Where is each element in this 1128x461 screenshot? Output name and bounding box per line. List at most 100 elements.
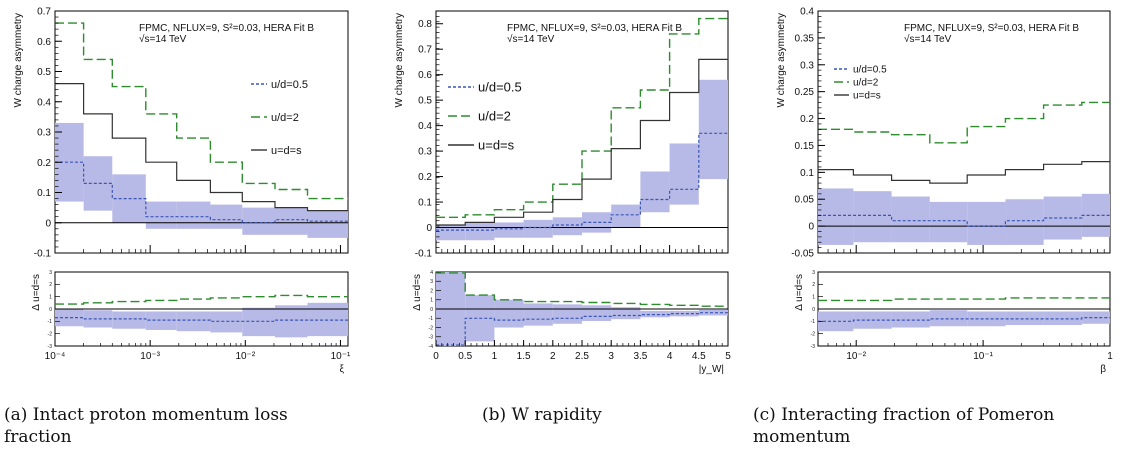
uncertainty-band-bin [929, 201, 968, 243]
y-tick-label: 0 [426, 223, 432, 234]
uncertainty-band-bin [967, 201, 1006, 245]
uncertainty-band-bin [611, 204, 641, 228]
y-tick-label: 0.2 [800, 114, 814, 125]
ratio-y-tick-label: 4 [430, 270, 433, 276]
chart-panel-c: -0.05 0 0.05 0.1 0.15 0.2 0.25 0.3 0.35 0.4 -3 -2 -1… [776, 7, 1113, 376]
ratio-y-tick-label: 1 [812, 294, 815, 300]
uncertainty-band-bin [818, 188, 854, 245]
y-tick-label: 0 [808, 222, 814, 233]
series-line-u/d=2 [55, 22, 348, 200]
ratio-y-axis-title: Δ u=d=s [412, 274, 423, 311]
annotation-line-2: √s=14 TeV [904, 33, 952, 45]
ratio-uncertainty-band-bin [582, 305, 612, 322]
ratio-uncertainty-band-bin [1043, 311, 1082, 326]
y-tick-label: 0.4 [418, 121, 432, 132]
ratio-uncertainty-band-bin [891, 311, 930, 328]
x-tick-label: 3 [608, 351, 614, 362]
y-tick-label: 0.8 [418, 19, 432, 30]
legend-label: u=d=s [271, 145, 302, 157]
ratio-uncertainty-band-bin [640, 310, 670, 318]
uncertainty-band-bin [83, 156, 113, 211]
y-tick-label: 0.35 [795, 33, 815, 44]
x-tick-label: 0.5 [458, 351, 472, 362]
uncertainty-band-bin [145, 201, 177, 229]
y-tick-label: -0.05 [791, 249, 814, 260]
ratio-y-tick-label: -3 [811, 344, 816, 350]
uncertainty-band-bin [640, 171, 670, 213]
x-tick-label: 2 [550, 351, 556, 362]
annotation-line-1: FPMC, NFLUX=9, S²=0.03, HERA Fit B [904, 23, 1079, 34]
ratio-y-axis-title: Δ u=d=s [31, 274, 42, 311]
legend-label: u/d=2 [478, 109, 511, 124]
uncertainty-band-bin [698, 79, 728, 180]
ratio-y-tick-label: -2 [811, 331, 816, 337]
uncertainty-band-bin [891, 196, 930, 243]
series-line-u=d=s [55, 83, 348, 212]
chart-panel-a: -0.1 0 0.1 0.2 0.3 0.4 0.5 0.6 0.7 -3 -2 -1 0 1 2 3 10⁻⁴… [13, 7, 351, 376]
ratio-line-u-d-2 [436, 272, 728, 307]
ratio-line-u-d-2 [818, 297, 1110, 302]
uncertainty-band-bin [274, 207, 308, 235]
ratio-line-u-d-0.5 [436, 312, 728, 346]
y-tick-label: 0.4 [800, 7, 814, 18]
y-tick-label: 0.2 [418, 172, 432, 183]
y-axis-title: W charge asymmetry [394, 13, 405, 107]
ratio-uncertainty-band-bin [55, 309, 84, 327]
annotation-line-1: FPMC, NFLUX=9, S²=0.03, HERA Fit B [139, 23, 314, 34]
y-tick-label: 0.6 [37, 37, 51, 48]
ratio-y-tick-label: 3 [49, 270, 52, 276]
legend-label: u=d=s [478, 138, 515, 153]
ratio-uncertainty-band-bin [145, 311, 177, 330]
ratio-y-tick-label: -1 [48, 319, 53, 325]
ratio-y-tick-label: 0 [49, 307, 52, 313]
y-tick-label: 0.3 [418, 147, 432, 158]
ratio-uncertainty-band-bin [1005, 311, 1044, 326]
x-axis-title: |y_W| [699, 364, 724, 375]
uncertainty-band-bin [582, 212, 612, 233]
y-tick-label: 0.1 [418, 198, 432, 209]
chart-panel-b: -0.1 0 0.1 0.2 0.3 0.4 0.5 0.6 0.7 0.8 -4 -3 -2 -1 0 1 2… [394, 10, 731, 375]
x-axis-title: β [1100, 364, 1106, 375]
ratio-line-u-d-0.5 [55, 317, 348, 322]
ratio-y-tick-label: 0 [430, 307, 433, 313]
uncertainty-band-bin [1005, 199, 1044, 245]
legend-label: u/d=2 [853, 78, 879, 89]
y-tick-label: -0.1 [415, 249, 433, 260]
ratio-uncertainty-band-bin [494, 299, 524, 328]
ratio-y-tick-label: 2 [49, 282, 52, 288]
y-tick-label: 0.1 [800, 168, 814, 179]
y-tick-label: -0.1 [34, 249, 52, 260]
legend-label: u/d=2 [271, 112, 299, 124]
y-axis-title: W charge asymmetry [13, 13, 24, 107]
series-line-u/d=2 [818, 101, 1110, 144]
y-tick-label: 0.5 [37, 67, 51, 78]
y-tick-label: 0.1 [37, 188, 51, 199]
ratio-y-tick-label: -4 [429, 344, 434, 350]
legend-label: u/d=0.5 [271, 79, 308, 91]
uncertainty-band-bin [523, 219, 553, 238]
x-tick-label: 10⁻² [235, 351, 255, 362]
caption-a: (a) Intact proton momentum loss fraction [4, 405, 288, 447]
uncertainty-band-bin [465, 222, 495, 241]
ratio-y-tick-label: -1 [429, 316, 434, 322]
ratio-y-tick-label: 1 [430, 298, 433, 304]
ratio-y-tick-label: 0 [812, 307, 815, 313]
uncertainty-band-bin [210, 204, 243, 229]
y-tick-label: 0.15 [795, 141, 815, 152]
ratio-y-tick-label: -1 [811, 319, 816, 325]
x-tick-label: 2.5 [575, 351, 589, 362]
uncertainty-band-bin [853, 191, 892, 243]
ratio-line-u-d-0.5 [818, 317, 1110, 322]
x-tick-label: 10⁻³ [140, 351, 160, 362]
ratio-y-tick-label: -3 [429, 335, 434, 341]
series-line-u/d=0.5 [818, 214, 1110, 227]
ratio-uncertainty-band-bin [929, 310, 968, 327]
y-axis-title: W charge asymmetry [776, 13, 787, 107]
y-tick-label: 0.25 [795, 87, 815, 98]
x-axis-title: ξ [340, 364, 345, 375]
y-tick-label: 0.3 [800, 60, 814, 71]
uncertainty-band-bin [494, 222, 524, 238]
ratio-y-tick-label: 3 [812, 270, 815, 276]
ratio-y-axis-title: Δ u=d=s [794, 274, 805, 311]
ratio-uncertainty-band-bin [274, 305, 308, 338]
